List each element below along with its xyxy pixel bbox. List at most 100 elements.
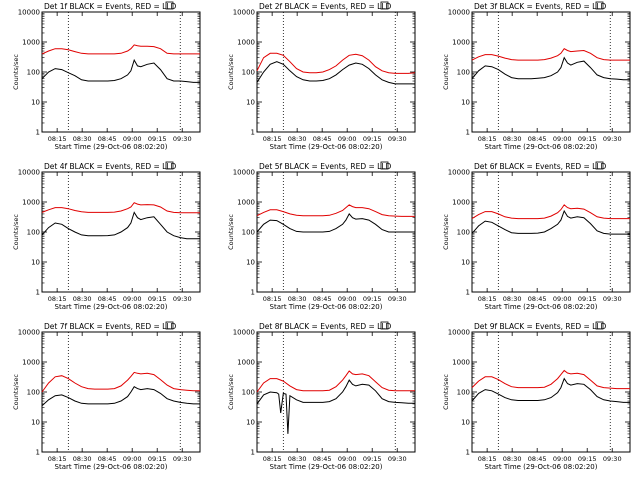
y-tick-label: 10 [31,99,40,107]
x-tick-label: 09:15 [578,135,597,143]
panel-title: Det 9f BLACK = Events, RED = LLD [474,322,607,331]
series-line-lld [471,369,630,390]
y-tick-label: 1000 [237,359,255,367]
x-tick-label: 09:00 [338,455,357,463]
y-tick-label: 10 [461,99,470,107]
y-tick-label: 10000 [448,329,470,337]
x-axis-label: Start Time (29-Oct-06 08:02:20) [270,463,383,471]
x-axis-label: Start Time (29-Oct-06 08:02:20) [55,303,168,311]
y-tick-label: 1 [251,129,255,137]
panel-det-3: Det 3f BLACK = Events, RED = LLD 1 10 100 10… [442,1,631,151]
x-tick-label: 08:15 [263,135,282,143]
series-line-events [41,211,200,240]
y-tick-label: 10 [31,419,40,427]
y-tick-label: 100 [27,69,40,77]
x-axis-label: Start Time (29-Oct-06 08:02:20) [270,143,383,151]
series-line-events [256,379,415,434]
y-axis-label: Counts/sec [227,54,235,90]
x-axis-label: Start Time (29-Oct-06 08:02:20) [485,143,598,151]
y-tick-label: 100 [457,229,470,237]
panel-title: Det 2f BLACK = Events, RED = LLD [259,2,392,11]
panel-title: Det 4f BLACK = Events, RED = LLD [44,162,177,171]
series-line-lld [41,202,200,214]
y-tick-label: 100 [242,69,255,77]
title-marker-icon [595,1,604,10]
x-tick-label: 08:15 [48,455,67,463]
y-tick-label: 10000 [233,9,255,17]
panel-det-4: Det 4f BLACK = Events, RED = LLD 1 10 100 10… [12,161,201,311]
series-line-lld [471,204,630,220]
series-line-events [256,61,415,85]
y-axis-label: Counts/sec [12,374,20,410]
y-axis-label: Counts/sec [227,214,235,250]
series-line-events [41,386,200,407]
title-marker-icon [595,161,604,170]
x-tick-label: 09:15 [363,135,382,143]
x-tick-label: 09:00 [123,135,142,143]
panel-title: Det 8f BLACK = Events, RED = LLD [259,322,392,331]
x-tick-label: 09:30 [388,135,407,143]
y-tick-label: 100 [457,69,470,77]
panel-det-6: Det 6f BLACK = Events, RED = LLD 1 10 100 10… [442,161,631,311]
panel-title: Det 7f BLACK = Events, RED = LLD [44,322,177,331]
y-tick-label: 10000 [448,169,470,177]
panel-title: Det 1f BLACK = Events, RED = LLD [44,2,177,11]
series-line-events [471,56,630,81]
panel-title: Det 3f BLACK = Events, RED = LLD [474,2,607,11]
series-line-lld [41,371,200,393]
x-tick-label: 09:15 [578,295,597,303]
y-tick-label: 10000 [448,9,470,17]
x-tick-label: 09:00 [338,135,357,143]
x-tick-label: 09:15 [363,455,382,463]
x-tick-label: 09:30 [173,455,192,463]
series-line-lld [256,204,415,217]
x-tick-label: 09:00 [553,455,572,463]
y-tick-label: 10000 [18,329,40,337]
x-tick-label: 09:30 [173,135,192,143]
title-marker-icon [165,1,174,10]
y-tick-label: 10 [461,259,470,267]
panel-det-7: Det 7f BLACK = Events, RED = LLD 1 10 100 10… [12,321,201,471]
y-tick-label: 10000 [18,169,40,177]
x-tick-label: 08:45 [528,455,547,463]
panel-det-5: Det 5f BLACK = Events, RED = LLD 1 10 100 10… [227,161,416,311]
series-line-lld [256,52,416,74]
x-axis-label: Start Time (29-Oct-06 08:02:20) [270,303,383,311]
y-tick-label: 1 [466,129,470,137]
panel-det-1: Det 1f BLACK = Events, RED = LLD 1 10 100 10… [12,1,201,151]
x-tick-label: 08:15 [478,135,497,143]
x-tick-label: 08:45 [528,295,547,303]
panel-det-8: Det 8f BLACK = Events, RED = LLD 1 10 100 10… [227,321,416,471]
x-tick-label: 08:15 [263,455,282,463]
x-tick-label: 09:15 [148,135,167,143]
x-tick-label: 08:30 [503,135,522,143]
title-marker-icon [165,161,174,170]
x-tick-label: 08:15 [48,135,67,143]
y-tick-label: 1 [251,289,255,297]
y-tick-label: 100 [27,389,40,397]
x-tick-label: 09:30 [388,455,407,463]
y-tick-label: 1000 [237,199,255,207]
title-marker-icon [380,1,389,10]
x-tick-label: 08:30 [288,135,307,143]
y-tick-label: 1000 [452,199,470,207]
series-line-lld [471,48,630,61]
y-tick-label: 10 [246,99,255,107]
x-tick-label: 08:45 [313,455,332,463]
y-tick-label: 1 [36,449,40,457]
series-line-events [471,209,630,235]
x-tick-label: 08:45 [313,135,332,143]
x-tick-label: 08:45 [98,455,117,463]
x-tick-label: 08:45 [98,135,117,143]
y-tick-label: 100 [242,229,255,237]
x-tick-label: 08:30 [503,455,522,463]
y-tick-label: 1000 [22,199,40,207]
x-tick-label: 09:15 [148,295,167,303]
y-axis-label: Counts/sec [442,374,450,410]
x-tick-label: 08:45 [528,135,547,143]
x-tick-label: 08:15 [478,455,497,463]
panel-det-9: Det 9f BLACK = Events, RED = LLD 1 10 100 10… [442,321,631,471]
panel-title: Det 5f BLACK = Events, RED = LLD [259,162,392,171]
y-tick-label: 1000 [237,39,255,47]
